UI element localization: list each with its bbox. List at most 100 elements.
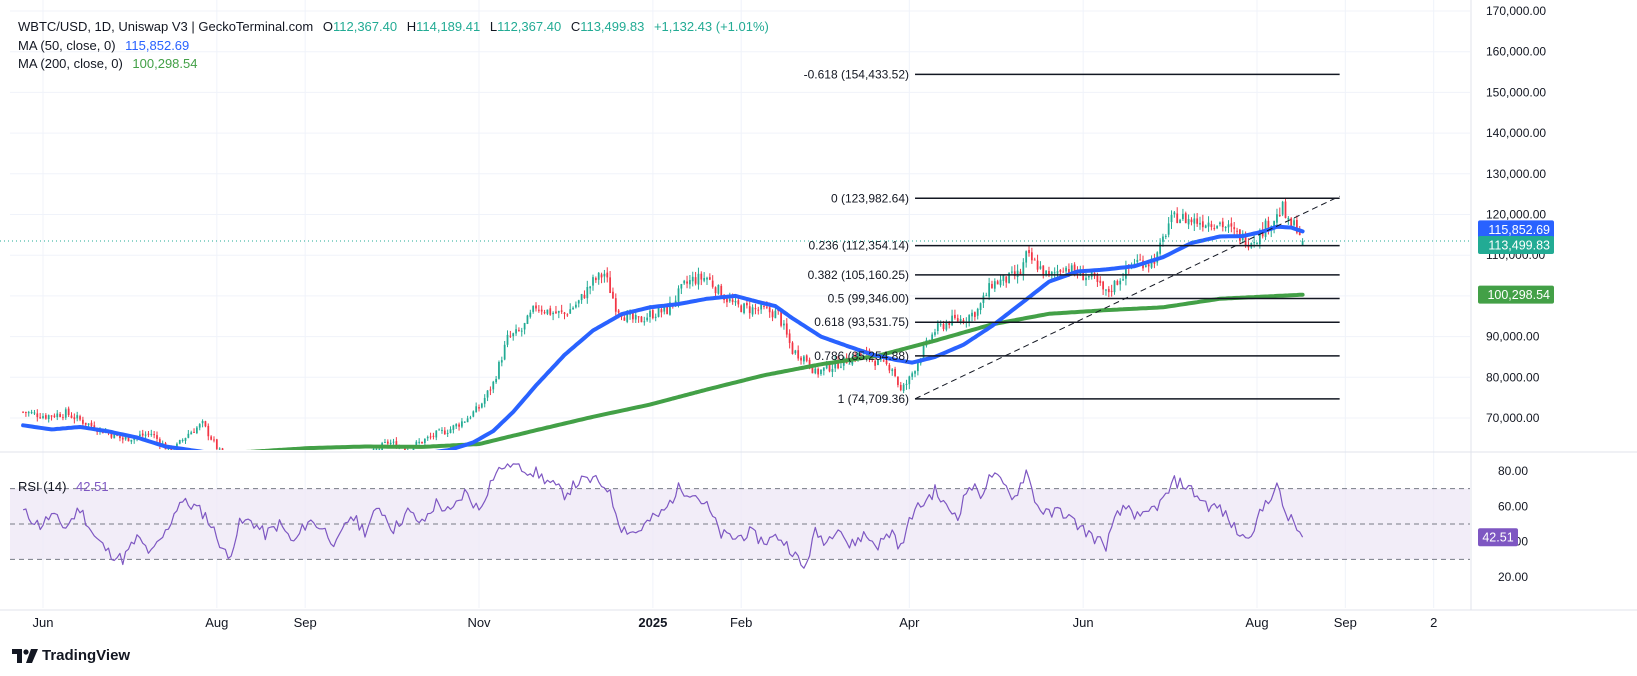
candle: [1221, 217, 1224, 232]
candle-body: [361, 460, 363, 462]
candle: [1119, 278, 1122, 291]
candle-body: [324, 458, 326, 462]
candle-body: [614, 298, 617, 312]
symbol-legend[interactable]: WBTC/USD, 1D, Uniswap V3 | GeckoTerminal…: [18, 18, 769, 36]
candle-body: [290, 460, 292, 461]
candle: [643, 316, 646, 326]
candle-body: [158, 439, 161, 446]
candle-body: [939, 323, 942, 325]
candle-body: [603, 273, 606, 277]
candle: [1278, 207, 1281, 217]
ma200-legend[interactable]: MA (200, close, 0) 100,298.54: [18, 55, 197, 73]
candle: [421, 441, 423, 444]
candle: [264, 453, 266, 464]
candle: [959, 315, 962, 325]
candle-body: [754, 308, 757, 310]
candle-body: [706, 277, 708, 280]
candle: [1224, 226, 1227, 232]
candle-body: [1019, 271, 1022, 275]
candle-body: [623, 317, 626, 321]
candle-body: [466, 418, 469, 423]
candle: [982, 292, 985, 308]
candle: [831, 364, 834, 377]
candle: [213, 436, 215, 443]
candle-body: [242, 463, 244, 469]
candle: [934, 328, 936, 337]
candle-body: [785, 323, 788, 335]
candle: [1030, 247, 1033, 264]
candle-body: [1230, 223, 1233, 227]
rsi-legend[interactable]: RSI (14) 42.51: [18, 478, 109, 496]
candle-body: [330, 456, 332, 461]
candle: [1201, 214, 1204, 232]
candle-body: [680, 284, 683, 289]
ma50-legend[interactable]: MA (50, close, 0) 115,852.69: [18, 37, 189, 55]
candle-body: [768, 307, 771, 313]
candle-body: [446, 433, 449, 435]
candle-body: [740, 305, 743, 313]
candle: [646, 313, 649, 322]
candle-body: [218, 448, 221, 450]
candle: [518, 327, 520, 332]
candle: [64, 407, 67, 420]
candle-body: [110, 433, 113, 438]
candle-body: [22, 411, 24, 413]
candle: [62, 414, 64, 421]
candle: [42, 413, 44, 420]
candle-body: [367, 455, 369, 456]
candle: [472, 410, 475, 418]
candle: [233, 467, 235, 470]
candles: [22, 198, 1304, 470]
candle-body: [686, 281, 688, 284]
candle-body: [144, 434, 147, 436]
candle: [22, 411, 24, 414]
tradingview-brand[interactable]: TradingView: [12, 647, 130, 664]
candle: [520, 327, 523, 337]
candle: [273, 453, 275, 459]
candle: [811, 367, 814, 374]
candle: [1025, 250, 1028, 268]
fib-level-label: -0.618 (154,433.52): [804, 67, 909, 81]
candle-body: [1179, 219, 1181, 224]
candle-body: [207, 425, 210, 437]
candle-body: [700, 273, 703, 280]
candle: [201, 419, 204, 428]
time-tick-label: Feb: [730, 615, 752, 630]
fib-level-label: 1 (74,709.36): [838, 392, 909, 406]
candle-body: [934, 332, 936, 335]
candle-body: [922, 345, 925, 359]
candle-body: [1253, 242, 1256, 244]
candle-body: [181, 439, 184, 441]
candle: [25, 411, 27, 417]
candle-body: [358, 460, 360, 461]
candle-body: [834, 360, 837, 369]
candle-body: [1125, 265, 1127, 279]
time-tick-label: 2025: [638, 615, 667, 630]
candle-body: [455, 424, 458, 427]
candle: [1196, 213, 1199, 227]
candle: [1210, 220, 1213, 231]
candle-body: [27, 412, 30, 414]
price-tick-label: 130,000.00: [1486, 167, 1546, 181]
candle-body: [503, 344, 506, 360]
candle-body: [247, 464, 249, 465]
time-tick-label: Sep: [1334, 615, 1357, 630]
candle-body: [848, 363, 851, 365]
candle-body: [1144, 265, 1147, 267]
rsi-tick-label: 80.00: [1498, 464, 1528, 478]
fib-level-label: 0.5 (99,346.00): [828, 292, 909, 306]
candle-body: [549, 308, 552, 315]
candle-body: [336, 458, 338, 460]
candle-body: [523, 323, 526, 330]
fibonacci-retracement[interactable]: -0.618 (154,433.52) 0 (123,982.64) 0.236 (…: [804, 67, 1340, 406]
candle-body: [193, 431, 195, 433]
candle-body: [1221, 221, 1224, 228]
candle: [358, 460, 360, 462]
candle-body: [577, 300, 580, 304]
candle-body: [321, 457, 323, 461]
candle: [1207, 216, 1210, 232]
candle: [121, 436, 124, 444]
candle-body: [563, 312, 566, 314]
candle-body: [406, 449, 409, 450]
